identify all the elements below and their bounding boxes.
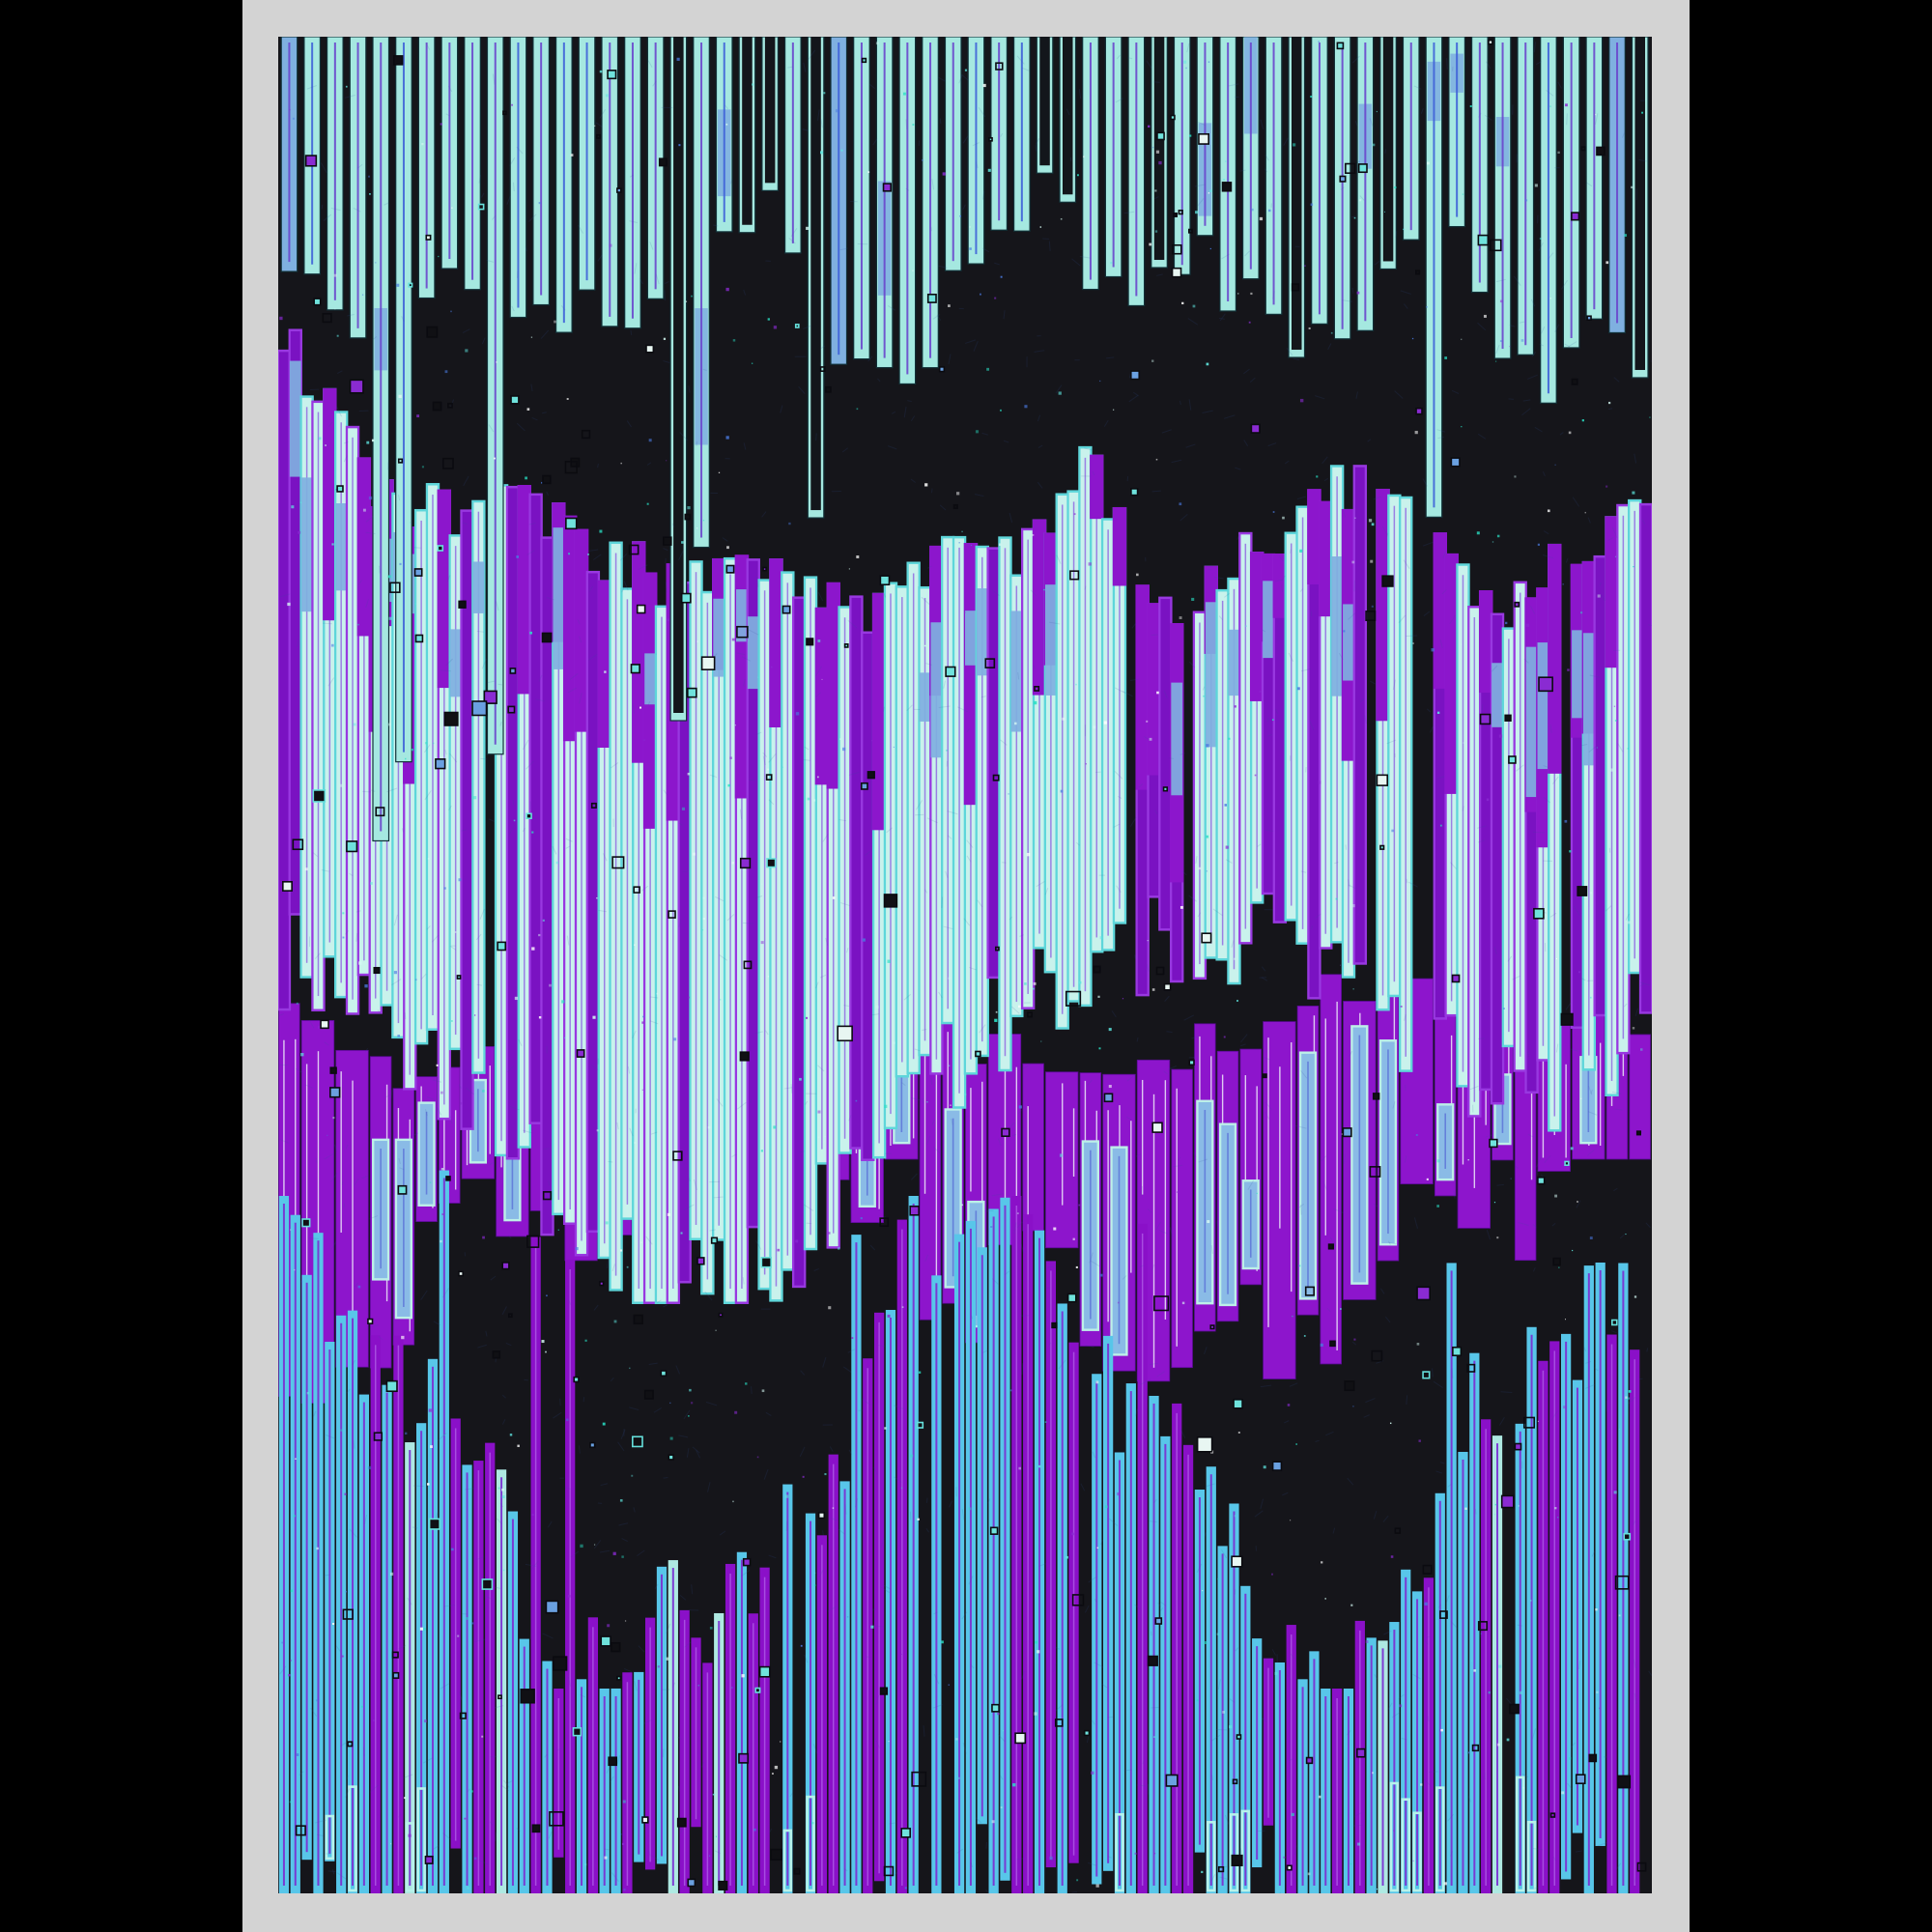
generative-bars-artwork	[278, 37, 1652, 1893]
right-black-band	[1690, 0, 1932, 1932]
left-black-band	[0, 0, 242, 1932]
